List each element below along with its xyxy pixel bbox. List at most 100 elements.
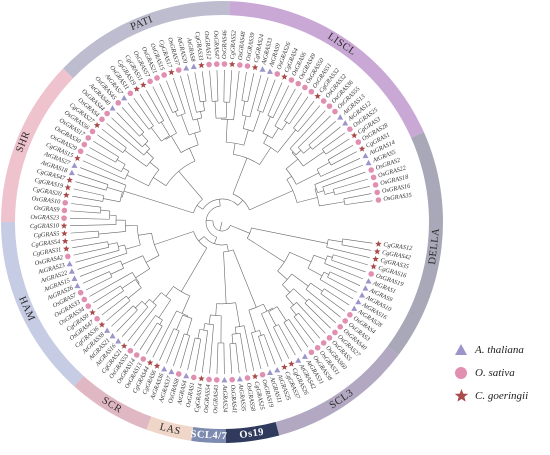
- star-marker: [120, 342, 128, 349]
- species-legend: A. thaliana O. sativa C. goeringii: [453, 338, 550, 407]
- circle-marker: [175, 67, 182, 73]
- circle-marker: [154, 75, 160, 81]
- triangle-icon: [453, 342, 469, 358]
- circle-marker: [368, 167, 375, 173]
- circle-marker: [314, 344, 321, 351]
- circle-marker: [274, 71, 281, 77]
- triangle-marker: [362, 285, 369, 291]
- circle-marker: [213, 61, 220, 67]
- circle-marker: [302, 84, 308, 91]
- circle-marker: [127, 90, 134, 97]
- legend-item: O. sativa: [453, 361, 550, 384]
- star-marker: [60, 222, 68, 229]
- triangle-marker: [295, 357, 302, 363]
- subfamily-arc: [63, 0, 230, 79]
- triangle-marker: [190, 63, 197, 69]
- leaf-label: OsGRAS41: [229, 384, 238, 413]
- star-marker: [370, 263, 377, 270]
- star-marker: [251, 373, 259, 380]
- star-marker: [228, 60, 236, 68]
- triangle-marker: [104, 327, 111, 333]
- circle-marker: [355, 139, 362, 145]
- triangle-marker: [362, 152, 369, 159]
- circle-marker: [140, 356, 147, 362]
- leaf-label: AtGRAS8: [185, 36, 197, 63]
- subfamily-arc: [275, 346, 399, 436]
- subfamily-arc: [1, 222, 84, 387]
- star-marker: [314, 92, 321, 99]
- circle-marker: [89, 128, 96, 135]
- circle-marker: [99, 116, 105, 123]
- triangle-marker: [365, 159, 372, 166]
- star-marker: [281, 73, 288, 80]
- triangle-marker: [274, 367, 281, 373]
- triangle-marker: [266, 68, 273, 74]
- circle-marker: [308, 349, 315, 356]
- circle-marker: [347, 311, 353, 318]
- star-marker: [93, 121, 101, 129]
- circle-marker: [61, 207, 68, 214]
- circle-marker: [244, 375, 251, 381]
- triangle-marker: [236, 375, 243, 382]
- leaf-label: CgGRAS12: [383, 241, 414, 252]
- leaf-label: OsGRAS35: [383, 192, 412, 203]
- circle-marker: [320, 98, 327, 104]
- triangle-marker: [68, 169, 75, 176]
- leaf-label: OsGRAS23: [30, 214, 59, 222]
- triangle-marker: [115, 338, 122, 344]
- star-marker: [198, 61, 205, 69]
- triangle-marker: [359, 292, 366, 298]
- leaf-label: OsGRAS9: [34, 205, 61, 214]
- star-marker: [66, 176, 73, 183]
- circle-marker: [147, 78, 153, 85]
- leaf-label: CgGRAS14: [193, 383, 204, 413]
- subfamily-label: SCL4/7: [190, 429, 227, 442]
- triangle-marker: [355, 298, 362, 305]
- triangle-marker: [351, 305, 358, 311]
- leaf-label: CgGRAS5: [33, 230, 59, 239]
- circle-marker: [175, 371, 182, 377]
- leaf-label: OsGRAS43: [212, 385, 220, 414]
- circle-marker: [374, 189, 381, 196]
- triangle-marker: [266, 369, 273, 375]
- triangle-marker: [121, 94, 128, 101]
- circle-marker: [64, 253, 71, 260]
- star-marker: [61, 237, 69, 244]
- star-marker: [74, 154, 81, 162]
- triangle-marker: [109, 332, 116, 339]
- triangle-marker: [301, 353, 308, 359]
- circle-marker: [115, 100, 122, 106]
- triangle-marker: [71, 275, 78, 281]
- subfamily-label: LAS: [159, 422, 182, 438]
- circle-marker: [370, 174, 377, 181]
- star-marker: [61, 230, 68, 237]
- triangle-marker: [221, 376, 228, 383]
- subfamily-arc: [74, 375, 152, 430]
- star-marker: [372, 255, 379, 262]
- circle-marker: [190, 374, 197, 381]
- leaf-labels: OsGRAS35OsGRAS16OsGRAS18OsGRAS22OsGRAS2A…: [30, 29, 414, 413]
- circle-marker: [206, 61, 212, 68]
- triangle-marker: [183, 65, 190, 71]
- circle-marker: [81, 141, 88, 148]
- leaf-label: OsGRAS39: [245, 31, 257, 61]
- leaf-label: OsGRAS47: [212, 30, 220, 60]
- species-markers: [60, 60, 382, 383]
- circle-marker: [237, 62, 243, 68]
- subfamily-arc: [225, 421, 280, 443]
- legend-label: A. thaliana: [475, 343, 524, 356]
- triangle-marker: [259, 66, 266, 72]
- tree-branches: [70, 70, 373, 374]
- circle-marker: [62, 199, 68, 206]
- leaf-label: OsGRAS48: [237, 30, 247, 60]
- leaf-label: OsGRAS58: [245, 382, 257, 412]
- triangle-marker: [168, 368, 175, 375]
- star-marker: [153, 362, 161, 369]
- circle-marker: [213, 377, 220, 383]
- circle-marker: [295, 80, 302, 87]
- leaf-label: OsGRAS12: [203, 31, 212, 61]
- circle-marker: [133, 352, 140, 358]
- circle-marker: [337, 324, 344, 330]
- legend-item: C. goeringii: [453, 384, 550, 407]
